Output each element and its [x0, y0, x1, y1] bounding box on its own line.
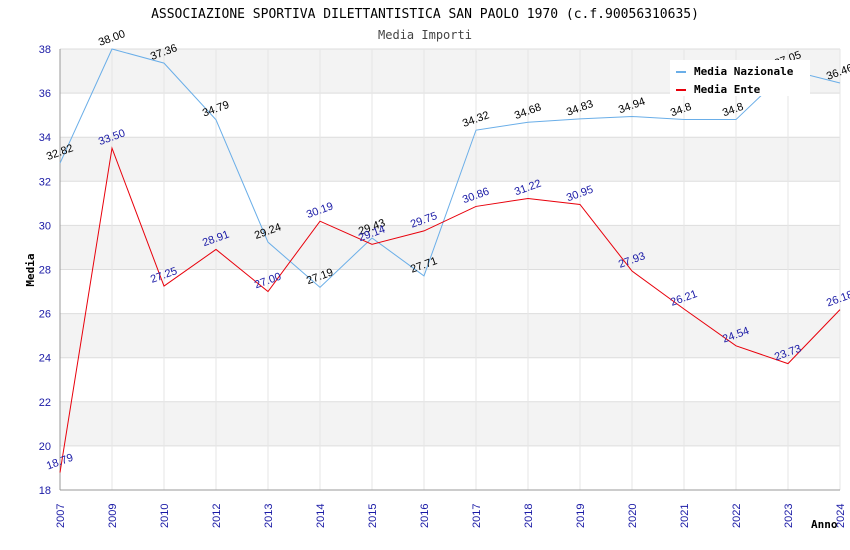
x-tick-label: 2016 [419, 504, 431, 528]
x-tick-label: 2021 [679, 504, 691, 528]
y-tick-label: 28 [39, 265, 51, 277]
plot-band [60, 137, 840, 182]
y-tick-label: 34 [39, 132, 51, 144]
legend-label-media-nazionale: Media Nazionale [694, 65, 794, 78]
legend: Media Nazionale Media Ente [670, 60, 810, 96]
grid-lines [59, 48, 841, 491]
x-tick-label: 2019 [575, 504, 587, 528]
y-tick-label: 32 [39, 176, 51, 188]
x-tick-label: 2013 [263, 504, 275, 528]
x-tick-label: 2012 [211, 504, 223, 528]
series-line-media-nazionale [59, 48, 841, 289]
x-tick-label: 2007 [55, 504, 67, 528]
y-tick-label: 22 [39, 397, 51, 409]
x-tick-label: 2017 [471, 504, 483, 528]
x-tick-label: 2015 [367, 504, 379, 528]
legend-label-media-ente: Media Ente [694, 83, 761, 96]
data-label: 38.00 [97, 28, 127, 49]
y-tick-label: 20 [39, 441, 51, 453]
plot-background [60, 49, 840, 490]
x-tick-label: 2014 [315, 504, 327, 528]
plot-band [60, 313, 840, 358]
x-tick-label: 2009 [107, 504, 119, 528]
x-axis-label: Anno [811, 518, 838, 531]
y-tick-label: 18 [39, 485, 51, 497]
y-tick-label: 36 [39, 88, 51, 100]
y-tick-label: 26 [39, 309, 51, 321]
chart-title: ASSOCIAZIONE SPORTIVA DILETTANTISTICA SA… [151, 7, 699, 22]
plot-band [60, 93, 840, 138]
x-tick-label: 2020 [627, 504, 639, 528]
y-axis-label: Media [24, 253, 37, 286]
chart-subtitle: Media Importi [378, 28, 472, 42]
plot-band [60, 445, 840, 490]
plot-band [60, 401, 840, 446]
legend-box [670, 60, 810, 96]
plot-band [60, 357, 840, 402]
x-tick-label: 2018 [523, 504, 535, 528]
y-tick-label: 24 [39, 353, 51, 365]
x-axis-ticks: 2007 2009 2010 2012 2013 2014 2015 2016 2017 2018… [55, 504, 847, 528]
x-tick-label: 2010 [159, 504, 171, 528]
y-tick-label: 38 [39, 44, 51, 56]
x-tick-label: 2023 [783, 504, 795, 528]
plot-band [60, 269, 840, 314]
series-lines [59, 48, 841, 473]
y-tick-label: 30 [39, 220, 51, 232]
series-line-media-ente [59, 146, 841, 473]
x-tick-label: 2024 [835, 504, 847, 528]
x-tick-label: 2022 [731, 504, 743, 528]
y-axis-ticks: 18 20 22 24 26 28 30 32 34 36 38 [39, 44, 51, 497]
plot-band [60, 225, 840, 270]
